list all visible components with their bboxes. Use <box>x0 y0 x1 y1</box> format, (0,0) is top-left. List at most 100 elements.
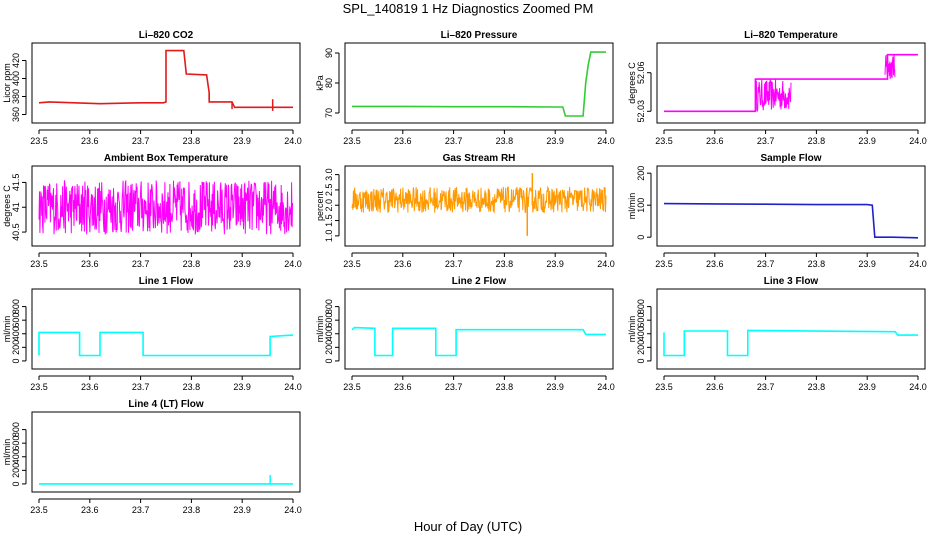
panel-title: Li–820 Temperature <box>744 30 838 41</box>
x-tick-label: 23.6 <box>706 136 724 146</box>
x-tick-label: 23.9 <box>858 259 876 269</box>
x-tick-label: 23.6 <box>81 136 99 146</box>
series-noise-line <box>38 180 293 235</box>
plot-frame <box>656 42 926 124</box>
y-tick-label: 80 <box>324 78 334 88</box>
y-tick-label: 400 <box>11 71 21 86</box>
y-tick-label: 600 <box>11 436 21 451</box>
y-tick-label: 600 <box>11 313 21 328</box>
y-tick-label: 360 <box>11 107 21 122</box>
y-tick-label: 100 <box>636 198 646 213</box>
y-tick-label: 400 <box>11 326 21 341</box>
x-tick-label: 23.8 <box>496 259 514 269</box>
x-tick-label: 24.0 <box>284 136 302 146</box>
x-tick-label: 23.8 <box>183 382 201 392</box>
y-axis-label: ml/min <box>2 316 12 343</box>
x-tick-label: 23.6 <box>394 259 412 269</box>
x-tick-label: 24.0 <box>909 136 927 146</box>
y-tick-label: 400 <box>324 326 334 341</box>
plot-frame <box>31 288 301 370</box>
y-tick-label: 52.03 <box>636 100 646 123</box>
x-tick-label: 23.5 <box>655 382 673 392</box>
y-tick-label: 0 <box>636 235 646 240</box>
y-axis-label: ml/min <box>627 316 637 343</box>
y-tick-label: 0 <box>11 358 21 363</box>
x-tick-label: 23.9 <box>233 382 251 392</box>
panel-title: Ambient Box Temperature <box>104 153 229 164</box>
x-tick-label: 24.0 <box>284 382 302 392</box>
y-tick-label: 2.0 <box>324 199 334 212</box>
y-tick-label: 1.5 <box>324 214 334 227</box>
x-tick-label: 23.6 <box>81 505 99 515</box>
panel-l1: Line 1 Flow 23.5 23.6 23.7 23.8 23.9 24.0 0 2004… <box>2 276 302 392</box>
y-tick-label: 0 <box>11 481 21 486</box>
panel-title: Line 4 (LT) Flow <box>128 399 204 410</box>
y-tick-label: 200 <box>324 340 334 355</box>
x-tick-label: 23.9 <box>858 382 876 392</box>
plot-frame <box>31 165 301 247</box>
x-tick-label: 23.7 <box>445 259 463 269</box>
x-tick-label: 23.9 <box>546 136 564 146</box>
panel-l2: Line 2 Flow 23.5 23.6 23.7 23.8 23.9 24.0 0 2004… <box>315 276 615 392</box>
panel-title: Li–820 Pressure <box>441 30 518 41</box>
plot-frame <box>344 42 614 124</box>
panel-temp: Li–820 Temperature 23.5 23.6 23.7 23.8 23.9 24… <box>627 30 927 146</box>
x-tick-label: 23.8 <box>496 136 514 146</box>
x-tick-label: 23.5 <box>343 259 361 269</box>
y-tick-label: 0 <box>324 358 334 363</box>
x-tick-label: 23.5 <box>343 136 361 146</box>
chart-panels: Li–820 CO2 23.5 23.6 23.7 23.8 23.9 24.0 360 380… <box>2 30 927 515</box>
y-tick-label: 41.5 <box>11 174 21 192</box>
y-axis-label: ml/min <box>2 439 12 466</box>
x-tick-label: 23.5 <box>655 259 673 269</box>
y-axis-label: percent <box>315 190 325 221</box>
x-tick-label: 23.8 <box>183 259 201 269</box>
x-tick-label: 24.0 <box>597 382 615 392</box>
x-tick-label: 23.8 <box>808 136 826 146</box>
y-tick-label: 800 <box>11 422 21 437</box>
x-tick-label: 23.9 <box>233 259 251 269</box>
x-tick-label: 24.0 <box>284 505 302 515</box>
x-tick-label: 23.6 <box>81 259 99 269</box>
x-tick-label: 23.8 <box>496 382 514 392</box>
panel-title: Line 1 Flow <box>139 276 194 287</box>
y-tick-label: 800 <box>636 299 646 314</box>
y-tick-label: 400 <box>636 326 646 341</box>
series-noise-line <box>351 185 607 214</box>
x-tick-label: 23.7 <box>132 382 150 392</box>
x-tick-label: 23.7 <box>132 505 150 515</box>
y-tick-label: 200 <box>11 340 21 355</box>
series-line <box>663 329 918 357</box>
panel-rh: Gas Stream RH 23.5 23.6 23.7 23.8 23.9 24.0 1.0… <box>315 153 615 269</box>
panel-title: Line 3 Flow <box>764 276 819 287</box>
y-axis-label: Licor ppm <box>2 63 12 103</box>
y-tick-label: 40.5 <box>11 223 21 241</box>
plot-frame <box>656 288 926 370</box>
series-noise-line <box>884 55 896 79</box>
panel-co2: Li–820 CO2 23.5 23.6 23.7 23.8 23.9 24.0 360 380… <box>2 30 302 146</box>
y-tick-label: 420 <box>11 53 21 68</box>
plot-frame <box>656 165 926 247</box>
panel-pres: Li–820 Pressure 23.5 23.6 23.7 23.8 23.9 24.0 7… <box>315 30 615 146</box>
x-tick-label: 23.9 <box>233 136 251 146</box>
x-tick-label: 23.6 <box>706 382 724 392</box>
plot-frame <box>344 288 614 370</box>
y-tick-label: 3.0 <box>324 168 334 181</box>
x-tick-label: 23.7 <box>445 382 463 392</box>
y-tick-label: 380 <box>11 89 21 104</box>
figure-xlabel: Hour of Day (UTC) <box>414 519 522 534</box>
x-tick-label: 23.6 <box>394 136 412 146</box>
x-tick-label: 23.8 <box>808 259 826 269</box>
y-tick-label: 600 <box>324 313 334 328</box>
plot-frame <box>31 411 301 493</box>
x-tick-label: 24.0 <box>909 382 927 392</box>
plot-frame <box>344 165 614 247</box>
y-tick-label: 800 <box>11 299 21 314</box>
y-tick-label: 400 <box>11 449 21 464</box>
y-axis-label: ml/min <box>315 316 325 343</box>
series-line <box>351 326 606 357</box>
x-tick-label: 23.9 <box>233 505 251 515</box>
panel-title: Gas Stream RH <box>443 153 516 164</box>
x-tick-label: 23.8 <box>183 136 201 146</box>
